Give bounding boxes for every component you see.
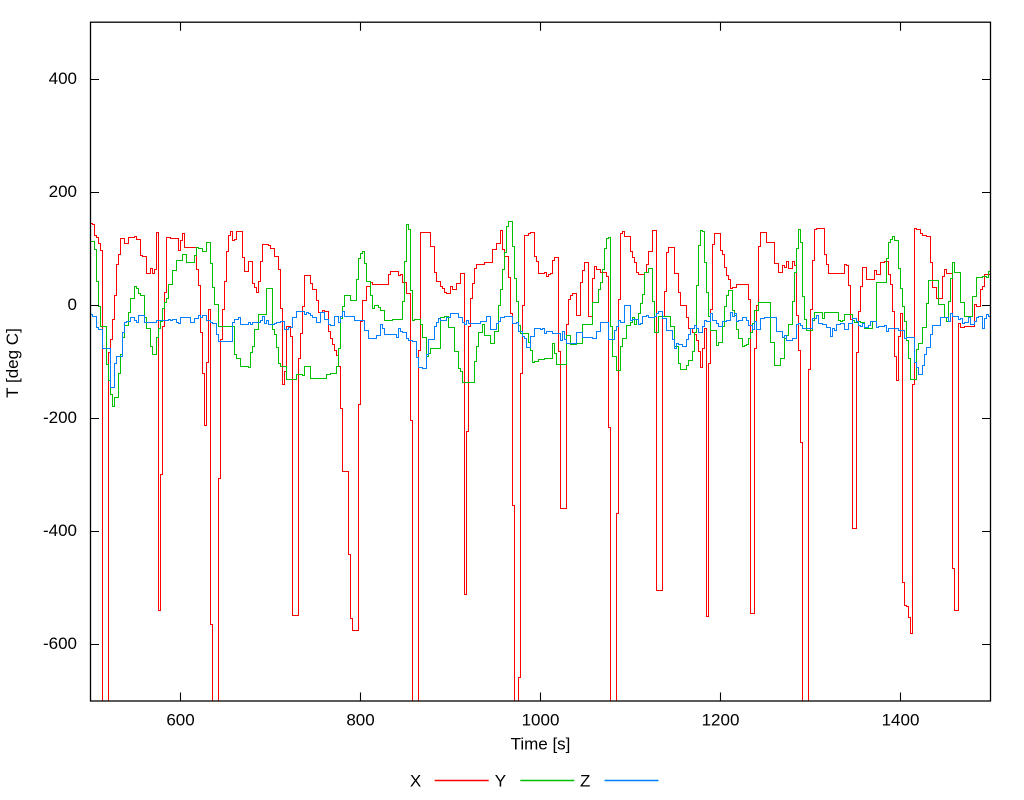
svg-text:200: 200 [49,182,77,201]
svg-text:X: X [410,772,421,791]
svg-text:600: 600 [166,710,194,729]
svg-text:-200: -200 [43,408,77,427]
svg-text:Y: Y [495,772,506,791]
svg-text:400: 400 [49,69,77,88]
svg-text:Time [s]: Time [s] [511,734,571,753]
svg-text:1000: 1000 [522,710,560,729]
svg-text:-400: -400 [43,521,77,540]
svg-text:Z: Z [580,772,590,791]
svg-text:1200: 1200 [702,710,740,729]
svg-text:800: 800 [346,710,374,729]
svg-text:-600: -600 [43,634,77,653]
svg-text:0: 0 [68,295,77,314]
svg-text:T [deg C]: T [deg C] [3,328,22,398]
svg-text:1400: 1400 [882,710,920,729]
